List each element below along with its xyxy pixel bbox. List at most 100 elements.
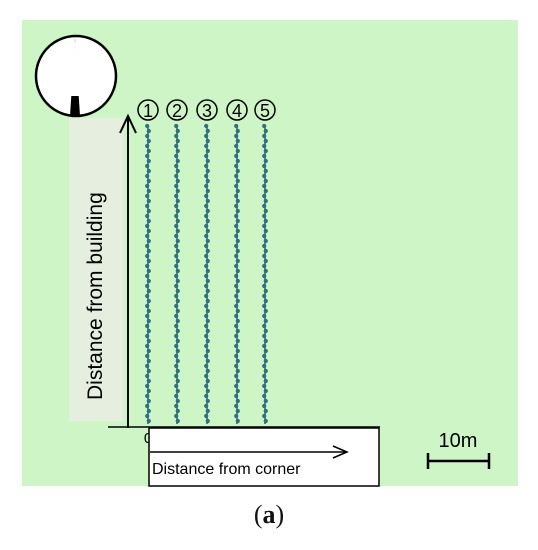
measurement-point <box>235 408 240 414</box>
measurement-point <box>262 233 267 239</box>
measurement-point <box>204 333 209 339</box>
line-number-circle <box>137 99 159 121</box>
measurement-point <box>145 293 150 299</box>
measurement-point <box>175 128 180 134</box>
measurement-point <box>235 398 240 404</box>
line-number-label: 1 <box>143 101 153 121</box>
measurement-point <box>205 278 210 284</box>
measurement-point <box>263 408 268 414</box>
measurement-point <box>174 353 179 359</box>
measurement-point <box>235 168 240 174</box>
measurement-point <box>262 253 267 259</box>
measurement-point <box>235 238 240 244</box>
site-plan-diagram: Distance from building 1025310415520 Dis… <box>22 20 518 487</box>
measurement-point <box>175 208 180 214</box>
measurement-point <box>205 148 210 154</box>
measurement-point <box>204 143 209 149</box>
measurement-point <box>263 138 268 144</box>
measurement-point <box>234 203 239 209</box>
measurement-point <box>235 268 240 274</box>
measurement-point <box>175 348 180 354</box>
measurement-point <box>262 153 267 159</box>
measurement-point <box>145 263 150 269</box>
north-arrow-icon <box>34 34 118 118</box>
measurement-point <box>263 328 268 334</box>
measurement-point <box>205 298 210 304</box>
measurement-point <box>263 188 268 194</box>
scale-bar-label: 10m <box>439 430 478 452</box>
measurement-point <box>146 128 151 134</box>
measurement-point <box>234 183 239 189</box>
measurement-point <box>145 223 150 229</box>
scale-bar: 10m <box>426 430 491 469</box>
measurement-point <box>175 288 180 294</box>
measurement-point <box>175 188 180 194</box>
measurement-point <box>174 313 179 319</box>
measurement-point <box>175 258 180 264</box>
measurement-point <box>174 143 179 149</box>
measurement-point <box>234 133 239 139</box>
measurement-point <box>174 283 179 289</box>
measurement-point <box>204 293 209 299</box>
measurement-point <box>262 193 267 199</box>
measurement-point <box>204 163 209 169</box>
measurement-point <box>204 323 209 329</box>
measurement-point <box>234 173 239 179</box>
measurement-point <box>234 393 239 399</box>
measurement-point <box>145 373 150 379</box>
measurement-point <box>263 148 268 154</box>
measurement-point <box>263 178 268 184</box>
measurement-point <box>205 128 210 134</box>
measurement-point <box>146 298 151 304</box>
measurement-point <box>235 188 240 194</box>
measurement-point <box>263 348 268 354</box>
measurement-point <box>234 413 239 419</box>
measurement-point <box>204 193 209 199</box>
measurement-point <box>263 238 268 244</box>
measurement-point <box>263 298 268 304</box>
measurement-point <box>234 343 239 349</box>
measurement-point <box>174 293 179 299</box>
measurement-point <box>175 178 180 184</box>
measurement-point <box>145 163 150 169</box>
measurement-point <box>205 198 210 204</box>
measurement-point <box>234 123 239 129</box>
measurement-point <box>234 243 239 249</box>
measurement-point <box>146 158 151 164</box>
measurement-point <box>263 398 268 404</box>
measurement-point <box>263 338 268 344</box>
measurement-point <box>263 228 268 234</box>
line-number-circle <box>196 99 218 121</box>
line-number-circle <box>254 99 276 121</box>
measurement-point <box>204 243 209 249</box>
measurement-point <box>205 418 210 424</box>
measurement-point <box>175 218 180 224</box>
caption-letter: a <box>262 500 276 529</box>
measurement-point <box>204 413 209 419</box>
measurement-point <box>174 253 179 259</box>
measurement-point <box>205 178 210 184</box>
measurement-point <box>235 258 240 264</box>
measurement-point <box>174 163 179 169</box>
measurement-point <box>174 213 179 219</box>
measurement-point <box>146 258 151 264</box>
measurement-point <box>175 418 180 424</box>
measurement-point <box>204 233 209 239</box>
measurement-point <box>205 318 210 324</box>
measurement-point <box>234 143 239 149</box>
measurement-point <box>175 318 180 324</box>
measurement-point <box>262 303 267 309</box>
measurement-point <box>174 193 179 199</box>
measurement-point <box>234 363 239 369</box>
measurement-point <box>262 333 267 339</box>
measurement-point <box>174 173 179 179</box>
measurement-point <box>175 238 180 244</box>
measurement-point <box>235 348 240 354</box>
measurement-point <box>204 213 209 219</box>
measurement-point <box>146 388 151 394</box>
measurement-point <box>175 378 180 384</box>
caption-close: ) <box>275 500 285 529</box>
measurement-point <box>146 278 151 284</box>
measurement-point <box>145 273 150 279</box>
measurement-point <box>205 168 210 174</box>
